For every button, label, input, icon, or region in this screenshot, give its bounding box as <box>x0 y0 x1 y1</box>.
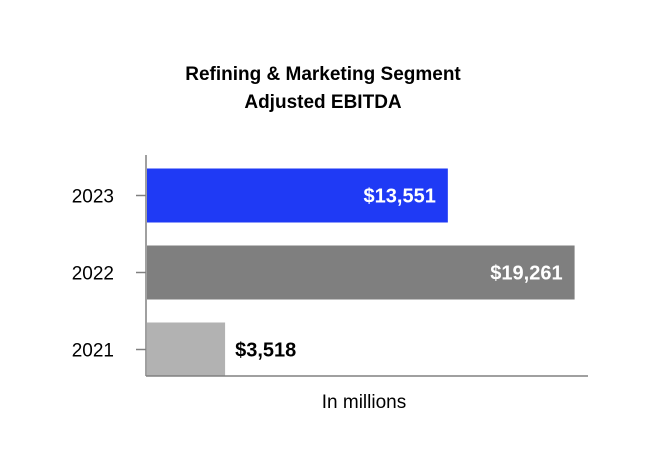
data-label-2023: $13,551 <box>364 186 436 208</box>
bar-2023 <box>147 168 448 223</box>
x-axis-label: In millions <box>322 392 406 413</box>
chart-title-line-1: Refining & Marketing Segment <box>185 64 461 85</box>
chart-title-line-2: Adjusted EBITDA <box>244 92 402 113</box>
bar-2021 <box>147 322 226 377</box>
y-tick-label-2023: 2023 <box>72 187 114 208</box>
data-label-2022: $19,261 <box>490 263 562 285</box>
y-tick-label-2022: 2022 <box>72 264 114 285</box>
bar-2022 <box>147 245 575 300</box>
bar-series: 2023 $13,551 2022 $19,261 2021 $3,518 <box>72 168 575 377</box>
y-tick-label-2021: 2021 <box>72 341 114 362</box>
data-label-2021: $3,518 <box>235 340 296 362</box>
